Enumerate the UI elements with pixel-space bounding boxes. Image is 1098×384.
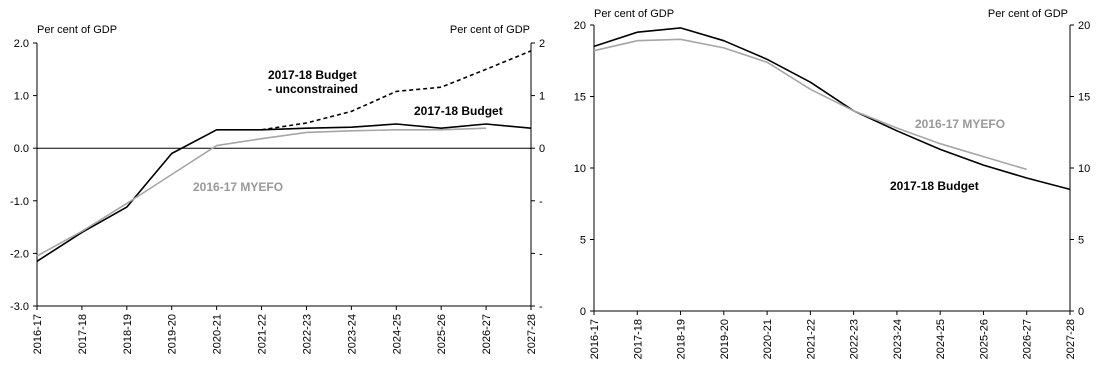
- left-x-tick-label: 2017-18: [77, 314, 89, 354]
- right-y-tick-label-left: 5: [580, 235, 586, 247]
- right-annotation-myefo: 2016-17 MYEFO: [915, 117, 1005, 131]
- right-x-tick-label: 2019-20: [719, 319, 731, 359]
- right-y-tick-label-right: 10: [1078, 163, 1090, 175]
- right-x-tick-label: 2022-23: [849, 319, 861, 359]
- left-x-tick-label: 2023-24: [346, 314, 358, 354]
- chart-left-svg: Per cent of GDP Per cent of GDP 2017-18 …: [10, 24, 545, 354]
- left-y-tick-label-left: 0.0: [14, 143, 29, 155]
- right-series-line-0: [593, 27, 1071, 191]
- right-y-tick-label-right: 20: [1078, 20, 1090, 32]
- right-x-tick-label: 2020-21: [762, 319, 774, 359]
- right-x-tick-label: 2021-22: [805, 319, 817, 359]
- left-y-tick-label-right: 2: [539, 38, 545, 50]
- left-x-tick-label: 2020-21: [212, 314, 224, 354]
- left-x-tick-label: 2019-20: [167, 314, 179, 354]
- right-x-tick-label: 2026-27: [1022, 319, 1034, 359]
- left-annotation-myefo: 2016-17 MYEFO: [193, 180, 283, 194]
- left-x-tick-label: 2022-23: [301, 314, 313, 354]
- right-y-tick-label-left: 15: [574, 92, 586, 104]
- right-x-tick-label: 2027-28: [1065, 319, 1077, 359]
- left-annotation-budget: 2017-18 Budget: [414, 104, 503, 118]
- left-y-tick-label-right: 1: [539, 91, 545, 103]
- right-y-tick-label-right: 5: [1078, 235, 1084, 247]
- right-y-tick-label-right: 15: [1078, 92, 1090, 104]
- left-x-tick-label: 2018-19: [122, 314, 134, 354]
- left-y-tick-label-left: -3.0: [10, 301, 29, 313]
- left-annotation-budget-unconstrained-line1: 2017-18 Budget: [268, 68, 357, 82]
- left-x-tick-label: 2024-25: [391, 314, 403, 354]
- left-y-tick-label-left: -2.0: [10, 248, 29, 260]
- right-x-tick-label: 2023-24: [892, 319, 904, 359]
- right-series-line-1: [593, 38, 1027, 171]
- right-ylabel-right: Per cent of GDP: [988, 8, 1068, 20]
- left-series-line-0: [36, 123, 532, 262]
- right-x-tick-label: 2024-25: [935, 319, 947, 359]
- right-y-tick-label-left: 20: [574, 20, 586, 32]
- left-x-tick-label: 2025-26: [436, 314, 448, 354]
- right-ylabel-left: Per cent of GDP: [594, 8, 674, 20]
- left-ylabel-right: Per cent of GDP: [450, 24, 530, 36]
- left-y-tick-label-right: -: [539, 196, 543, 208]
- chart-panel-right: Per cent of GDP Per cent of GDP 2016-17 …: [549, 0, 1098, 379]
- left-y-tick-label-left: 2.0: [14, 38, 29, 50]
- left-y-tick-label-right: -: [539, 248, 543, 260]
- chart-panel-left: Per cent of GDP Per cent of GDP 2017-18 …: [0, 0, 549, 379]
- left-x-tick-label: 2026-27: [481, 314, 493, 354]
- left-y-tick-label-right: 0: [539, 143, 545, 155]
- right-annotation-budget: 2017-18 Budget: [890, 179, 979, 193]
- left-x-tick-label: 2027-28: [526, 314, 538, 354]
- right-x-tick-label: 2025-26: [978, 319, 990, 359]
- right-x-tick-label: 2017-18: [632, 319, 644, 359]
- left-y-tick-label-left: -1.0: [10, 196, 29, 208]
- left-ylabel-left: Per cent of GDP: [37, 24, 117, 36]
- left-y-tick-label-left: 1.0: [14, 91, 29, 103]
- right-y-tick-label-left: 0: [580, 306, 586, 318]
- right-x-tick-label: 2016-17: [589, 319, 601, 359]
- left-series-line-1: [261, 50, 532, 131]
- left-y-tick-label-right: -: [539, 301, 543, 313]
- left-x-tick-label: 2016-17: [32, 314, 44, 354]
- left-annotation-budget-unconstrained-line2: - unconstrained: [268, 82, 358, 96]
- chart-right-svg: Per cent of GDP Per cent of GDP 2016-17 …: [574, 8, 1091, 359]
- left-x-tick-label: 2021-22: [257, 314, 269, 354]
- left-series-line-2: [36, 127, 487, 257]
- right-y-tick-label-right: 0: [1078, 306, 1084, 318]
- right-y-tick-label-left: 10: [574, 163, 586, 175]
- right-x-tick-label: 2018-19: [676, 319, 688, 359]
